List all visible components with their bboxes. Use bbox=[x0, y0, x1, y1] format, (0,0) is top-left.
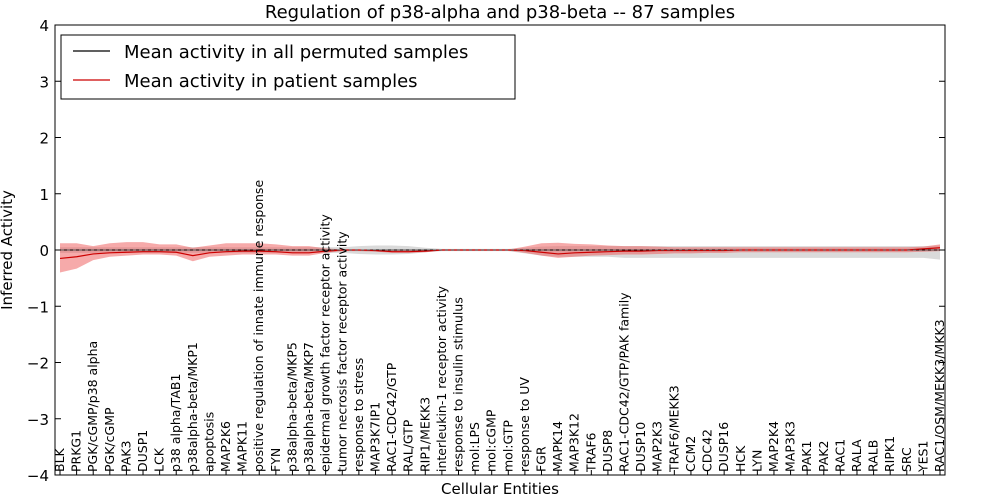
chart-title: Regulation of p38-alpha and p38-beta -- … bbox=[265, 2, 735, 23]
x-tick-label: SRC bbox=[899, 447, 914, 472]
legend-label-permuted: Mean activity in all permuted samples bbox=[124, 42, 468, 63]
x-tick-label: RAL/GTP bbox=[401, 419, 416, 472]
y-tick-label: 1 bbox=[39, 186, 49, 204]
y-tick-label: 3 bbox=[39, 73, 49, 91]
x-tick-label: MAPK11 bbox=[235, 421, 250, 472]
x-tick-label: BLK bbox=[52, 447, 67, 472]
x-tick-label: response to UV bbox=[517, 377, 532, 472]
x-tick-label: FGR bbox=[534, 446, 549, 472]
confidence-bands bbox=[60, 242, 940, 273]
x-tick-label: RIPK1 bbox=[882, 436, 897, 472]
x-tick-label: RAC1/OSM/MEKK3/MKK3 bbox=[932, 319, 947, 472]
x-tick-label: mol:LPS bbox=[467, 422, 482, 472]
x-tick-label: DUSP10 bbox=[633, 422, 648, 472]
x-tick-label: MAP2K6 bbox=[218, 421, 233, 472]
x-tick-label: tumor necrosis factor receptor activity bbox=[334, 231, 349, 472]
x-tick-label: MAP2K3 bbox=[650, 421, 665, 472]
y-tick-label: −2 bbox=[27, 355, 49, 373]
x-tick-label: LCK bbox=[152, 447, 167, 472]
x-tick-label: p38 alpha/TAB1 bbox=[168, 374, 183, 472]
x-tick-label: FYN bbox=[268, 448, 283, 472]
x-tick-label: mol:GTP bbox=[500, 420, 515, 472]
x-tick-label: positive regulation of innate immune res… bbox=[251, 180, 266, 472]
x-tick-label: MAP3K7IP1 bbox=[367, 402, 382, 472]
x-tick-label: PGK/cGMP/p38 alpha bbox=[85, 341, 100, 472]
x-tick-label: PAK1 bbox=[799, 441, 814, 472]
y-tick-label: 2 bbox=[39, 130, 49, 148]
y-tick-label: 4 bbox=[39, 17, 49, 35]
x-tick-label: epidermal growth factor receptor activit… bbox=[318, 214, 333, 472]
x-axis-ticks: BLK PRKG1 PGK/cGMP/p38 alpha PGK/cGMP PAK3 DU… bbox=[52, 180, 947, 475]
y-tick-label: −4 bbox=[27, 467, 49, 485]
legend-box bbox=[60, 34, 516, 100]
x-tick-label: PAK3 bbox=[118, 441, 133, 472]
x-tick-label: DUSP8 bbox=[600, 430, 615, 472]
x-tick-label: mol:cGMP bbox=[484, 409, 499, 472]
x-tick-label: RIP1/MEKK3 bbox=[417, 397, 432, 472]
x-tick-label: RALB bbox=[866, 440, 881, 472]
legend-label-patient: Mean activity in patient samples bbox=[124, 71, 418, 92]
x-tick-label: CDC42 bbox=[700, 429, 715, 472]
x-tick-label: p38alpha-beta/MKP5 bbox=[284, 342, 299, 472]
x-tick-label: HCK bbox=[733, 445, 748, 472]
y-tick-label: −1 bbox=[27, 298, 49, 316]
y-tick-label: 0 bbox=[39, 242, 49, 260]
x-tick-label: apoptosis bbox=[201, 412, 216, 472]
x-tick-label: DUSP16 bbox=[716, 422, 731, 472]
x-tick-label: YES1 bbox=[915, 441, 930, 473]
x-tick-label: PGK/cGMP bbox=[102, 407, 117, 472]
x-tick-label: MAP3K12 bbox=[567, 413, 582, 472]
x-tick-label: MAP3K3 bbox=[783, 421, 798, 472]
legend: Mean activity in all permuted samples Me… bbox=[60, 34, 516, 100]
x-tick-label: PAK2 bbox=[816, 441, 831, 472]
x-tick-label: interleukin-1 receptor activity bbox=[434, 285, 449, 472]
x-tick-label: TRAF6 bbox=[583, 432, 598, 473]
x-tick-label: RAC1-CDC42/GTP/PAK family bbox=[617, 292, 632, 472]
x-tick-label: MAPK14 bbox=[550, 421, 565, 472]
x-tick-label: p38alpha-beta/MKP1 bbox=[185, 342, 200, 472]
x-tick-label: LYN bbox=[749, 450, 764, 472]
x-tick-label: RALA bbox=[849, 439, 864, 472]
y-axis-label: Inferred Activity bbox=[0, 190, 16, 310]
y-axis-ticks: −4 −3 −2 −1 0 1 2 3 4 bbox=[27, 17, 945, 485]
x-tick-label: p38alpha-beta/MKP7 bbox=[301, 342, 316, 472]
x-tick-label: response to insulin stimulus bbox=[450, 297, 465, 472]
x-tick-label: RAC1-CDC42/GTP bbox=[384, 362, 399, 472]
x-tick-label: DUSP1 bbox=[135, 430, 150, 472]
x-tick-label: PRKG1 bbox=[69, 430, 84, 472]
x-tick-label: TRAF6/MEKK3 bbox=[666, 385, 681, 473]
x-tick-label: CCM2 bbox=[683, 436, 698, 472]
x-tick-label: response to stress bbox=[351, 358, 366, 472]
x-axis-label: Cellular Entities bbox=[441, 480, 559, 498]
x-tick-label: RAC1 bbox=[832, 439, 847, 472]
y-tick-label: −3 bbox=[27, 411, 49, 429]
x-tick-label: MAP2K4 bbox=[766, 421, 781, 472]
